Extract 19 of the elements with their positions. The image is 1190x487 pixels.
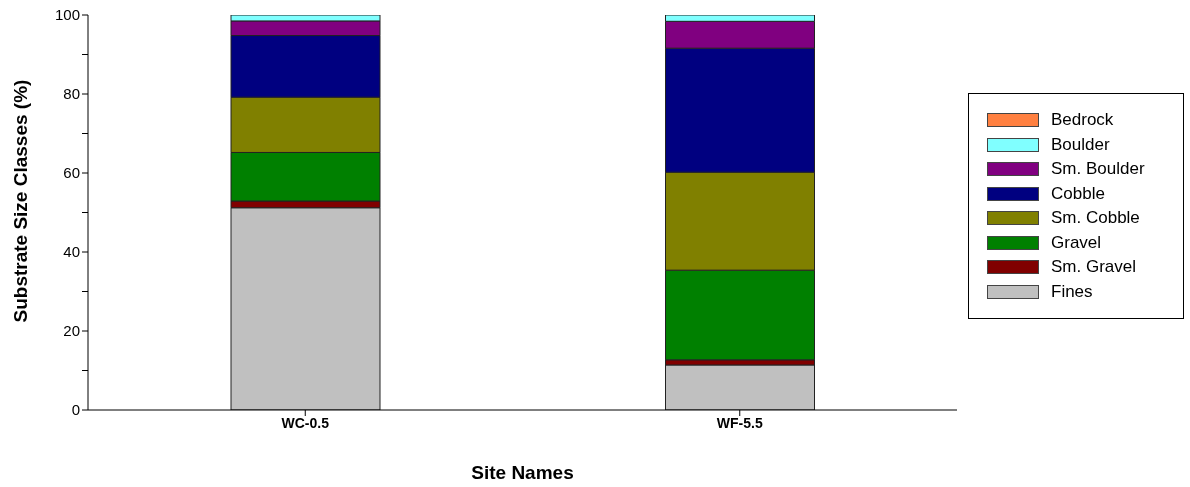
y-tick-label: 80 — [63, 85, 80, 103]
y-tick-label: 20 — [63, 322, 80, 340]
y-tick-label: 60 — [63, 164, 80, 182]
x-tick-label: WC-0.5 — [281, 414, 330, 431]
bar — [665, 364, 815, 410]
legend-label: Sm. Gravel — [1051, 257, 1137, 278]
x-tick-label: WF-5.5 — [716, 414, 763, 431]
x-axis-title: Site Names — [471, 462, 574, 483]
legend-label: Sm. Cobble — [1051, 208, 1140, 229]
legend-label: Gravel — [1051, 232, 1102, 253]
legend-label: Cobble — [1051, 183, 1105, 204]
y-axis-title: Substrate Size Classes (%) — [9, 79, 31, 323]
legend-label: Bedrock — [1051, 110, 1114, 131]
y-tick-label: 40 — [63, 243, 80, 261]
legend-label: Boulder — [1051, 134, 1110, 155]
y-tick-label: 100 — [54, 6, 80, 24]
legend-label: Fines — [1051, 281, 1093, 302]
legend-label: Sm. Boulder — [1051, 159, 1145, 180]
y-tick-label: 0 — [71, 401, 80, 419]
